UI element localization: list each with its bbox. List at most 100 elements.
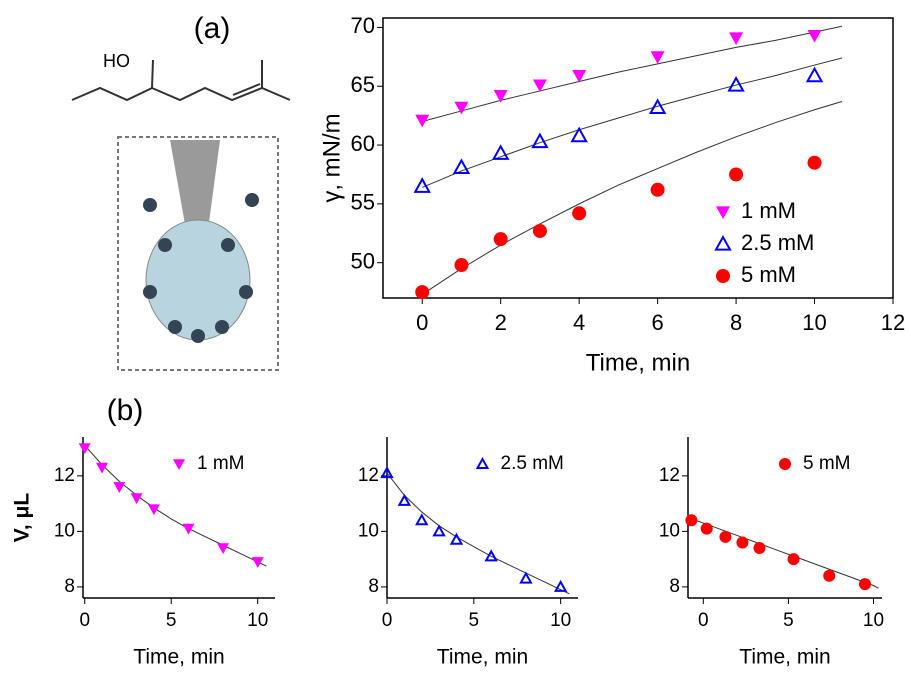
point <box>570 126 588 143</box>
point <box>217 543 230 555</box>
point <box>719 530 732 543</box>
y-tick-label: 8 <box>368 576 379 597</box>
point <box>397 493 412 506</box>
point <box>572 206 587 221</box>
point <box>532 223 547 238</box>
point <box>685 514 698 527</box>
point <box>452 158 471 175</box>
point <box>432 524 446 537</box>
point <box>753 542 766 555</box>
y-tick-label: 55 <box>351 190 375 215</box>
point <box>572 70 587 83</box>
legend-label: 1 mM <box>197 453 245 474</box>
legend-marker <box>714 234 732 251</box>
x-tick-label: 0 <box>79 610 90 631</box>
x-tick-label: 8 <box>730 310 742 335</box>
point <box>251 557 264 568</box>
point <box>484 549 498 562</box>
point <box>650 51 665 64</box>
x-tick-label: 0 <box>416 310 428 335</box>
point <box>858 578 871 591</box>
plot-frame <box>382 17 894 299</box>
legend-marker <box>475 456 490 469</box>
y-tick-label: 60 <box>351 131 375 156</box>
x-tick-label: 6 <box>651 310 663 335</box>
legend-marker <box>716 269 730 283</box>
x-tick-label: 2 <box>495 310 507 335</box>
y-tick-label: 12 <box>358 465 379 486</box>
x-axis-label: Time, min <box>586 349 690 376</box>
point <box>454 101 469 115</box>
point <box>650 182 665 197</box>
point <box>805 66 824 83</box>
point <box>413 177 431 193</box>
point <box>491 144 510 160</box>
x-tick-label: 12 <box>881 310 905 335</box>
panel-label: (a) <box>194 12 231 45</box>
molecule <box>71 59 291 102</box>
y-tick-label: 10 <box>54 520 75 541</box>
y-axis-label: V, μL <box>11 493 34 543</box>
x-tick-label: 10 <box>247 610 268 631</box>
y-tick-label: 12 <box>659 465 680 486</box>
fit-line <box>421 101 843 295</box>
point <box>553 579 568 592</box>
point <box>130 493 143 505</box>
molecule-label: HO <box>103 51 130 71</box>
point <box>823 569 836 582</box>
y-tick-label: 50 <box>351 249 375 274</box>
point <box>532 79 547 93</box>
y-tick-label: 12 <box>54 465 75 486</box>
point <box>147 504 160 516</box>
legend-marker <box>173 459 185 470</box>
x-axis-label: Time, min <box>133 646 224 669</box>
point <box>415 285 430 300</box>
y-tick-label: 10 <box>659 520 680 541</box>
point <box>787 553 800 566</box>
fit-line <box>422 57 843 188</box>
x-tick-label: 10 <box>863 610 884 631</box>
point <box>736 536 749 549</box>
point <box>807 155 822 170</box>
x-tick-label: 5 <box>469 610 480 631</box>
point <box>729 32 744 45</box>
point <box>182 523 195 535</box>
x-axis-label: Time, min <box>437 646 528 669</box>
point <box>531 132 549 149</box>
point <box>807 30 822 43</box>
x-tick-label: 5 <box>166 610 177 631</box>
x-tick-label: 4 <box>573 310 585 335</box>
fit-line <box>422 25 843 123</box>
panel-label: (b) <box>107 394 144 427</box>
legend-label: 5 mM <box>803 453 851 474</box>
point <box>454 258 469 273</box>
y-tick-label: 8 <box>64 576 75 597</box>
x-tick-label: 10 <box>802 310 826 335</box>
point <box>113 482 126 493</box>
point <box>449 532 464 545</box>
x-tick-label: 0 <box>382 610 393 631</box>
fit-line <box>386 472 570 595</box>
x-axis-label: Time, min <box>739 646 830 669</box>
legend-marker <box>779 458 791 470</box>
fit-line <box>687 517 879 589</box>
point <box>700 522 713 535</box>
y-tick-label: 8 <box>669 576 680 597</box>
point <box>648 98 667 115</box>
point <box>493 232 508 247</box>
legend-marker <box>716 206 730 219</box>
y-tick-label: 70 <box>351 13 375 38</box>
legend-label: 2.5 mM <box>741 230 814 255</box>
point <box>96 462 109 474</box>
x-tick-label: 0 <box>698 610 709 631</box>
point <box>493 90 508 103</box>
y-tick-label: 65 <box>351 72 375 97</box>
point <box>729 167 744 182</box>
legend-label: 1 mM <box>741 198 796 223</box>
point <box>415 114 430 128</box>
y-tick-label: 10 <box>358 520 379 541</box>
legend-label: 5 mM <box>741 262 796 287</box>
droplet-illustration <box>117 136 279 371</box>
point <box>519 571 533 584</box>
